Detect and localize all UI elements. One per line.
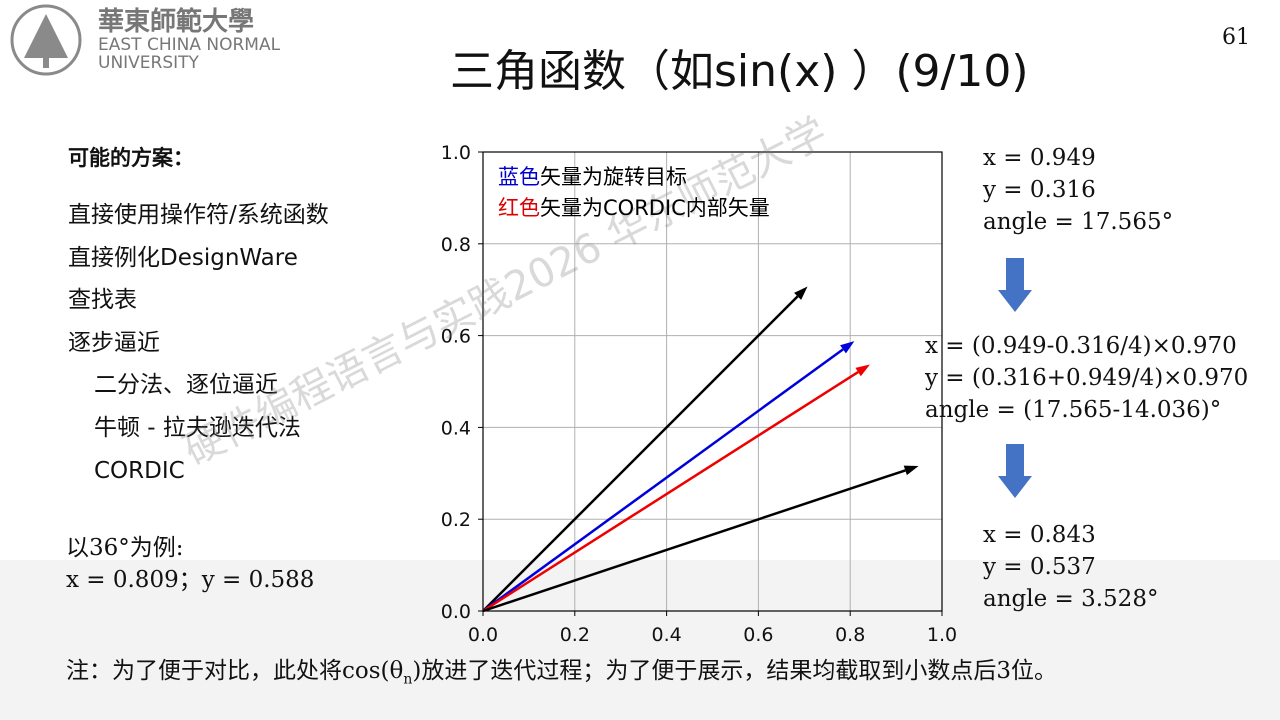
vector-head: [903, 465, 919, 476]
step-line: x = 0.949: [983, 145, 1096, 171]
step-line: angle = 17.565°: [983, 209, 1174, 235]
chart: 0.0 0.2 0.4 0.6 0.8 1.0 0.0 0.2 0.4 0.6 0.8 1.0: [441, 142, 957, 646]
step-line: y = (0.316+0.949/4)×0.970: [925, 365, 1249, 391]
y-tick-label: 0.0: [441, 601, 471, 623]
list-item: 直接使用操作符/系统函数: [68, 202, 329, 228]
x-tick-label: 0.4: [651, 624, 681, 646]
step-line: angle = 3.528°: [983, 586, 1159, 612]
note: 注：为了便于对比，此处将cos(θn)放进了迭代过程；为了便于展示，结果均截取到…: [66, 655, 1057, 696]
annotation-text: 蓝色: [498, 165, 540, 189]
y-tick-label: 0.8: [441, 234, 471, 256]
y-tick-label: 0.2: [441, 509, 471, 531]
note-sub: n: [403, 671, 413, 688]
note-text: )放进了迭代过程；为了便于展示，结果均截取到小数点后3位。: [412, 658, 1057, 684]
annotation-line: 红色矢量为CORDIC内部矢量: [498, 193, 770, 224]
note-text: 注：为了便于对比，此处将cos(θ: [66, 658, 404, 684]
vector: [482, 469, 906, 613]
page-number: 61: [1222, 25, 1250, 50]
step-line: y = 0.537: [983, 554, 1096, 580]
x-tick-label: 1.0: [927, 624, 957, 646]
list-item: 直接例化DesignWare: [68, 244, 298, 271]
logo-text: EAST CHINA NORMAL: [98, 35, 281, 55]
annotation-text: 红色: [498, 196, 540, 220]
x-tick-label: 0.2: [560, 624, 590, 646]
title: 三角函数（如sin(x) ）(9/10): [450, 46, 1029, 97]
logo: [10, 4, 82, 76]
list-item: 逐步逼近: [68, 329, 160, 356]
annotation-line: 蓝色矢量为旋转目标: [498, 162, 770, 193]
list-item: 查找表: [68, 287, 137, 313]
x-tick-label: 0.8: [835, 624, 865, 646]
vector: [482, 295, 799, 612]
y-tick-label: 1.0: [441, 142, 471, 164]
vector: [482, 370, 859, 613]
list-subitem: 牛顿 - 拉夫逊迭代法: [94, 415, 301, 441]
heading: 可能的方案：: [68, 146, 194, 170]
vector-head: [840, 341, 855, 354]
vector: [482, 348, 844, 613]
vector-head: [794, 286, 808, 300]
vector-head: [855, 364, 870, 377]
example: 以36°为例:: [66, 535, 184, 561]
step-line: angle = (17.565-14.036)°: [925, 397, 1222, 423]
y-tick-label: 0.6: [441, 326, 471, 348]
step-line: x = (0.949-0.316/4)×0.970: [925, 333, 1237, 359]
y-tick-label: 0.4: [441, 417, 471, 439]
logo-text: UNIVERSITY: [98, 53, 199, 73]
x-tick-label: 0.6: [743, 624, 773, 646]
plot-frame: [482, 151, 943, 612]
example-values: x = 0.809；y = 0.588: [66, 567, 315, 593]
list-subitem: 二分法、逐位逼近: [94, 372, 278, 398]
list-subitem: CORDIC: [94, 458, 185, 484]
logo-text: 華東師範大學: [98, 7, 255, 37]
step-line: y = 0.316: [983, 177, 1096, 203]
step-line: x = 0.843: [983, 522, 1096, 548]
annotation-text: 矢量为旋转目标: [540, 165, 687, 189]
x-tick-label: 0.0: [468, 624, 498, 646]
background-photo: [0, 560, 1280, 720]
annotation-text: 矢量为CORDIC内部矢量: [540, 196, 770, 220]
chart-annotation: 蓝色矢量为旋转目标 红色矢量为CORDIC内部矢量: [498, 162, 770, 224]
down-arrow: [998, 258, 1032, 498]
